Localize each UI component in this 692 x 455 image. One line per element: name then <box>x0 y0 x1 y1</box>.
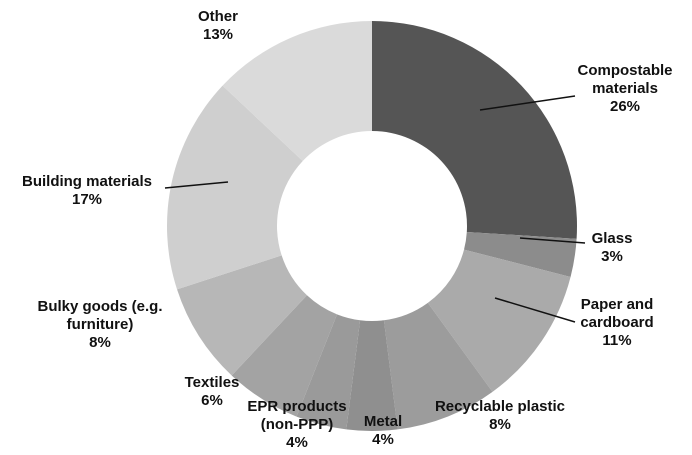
category-name: Metal <box>363 413 403 430</box>
slice-label: Glass 3% <box>572 230 652 266</box>
slice-label: Building materials 17% <box>2 173 172 209</box>
category-name: Textiles <box>184 374 240 391</box>
leader-line <box>479 95 576 111</box>
donut-slice <box>177 255 307 376</box>
value-label: 17% <box>71 191 103 208</box>
value-label: 4% <box>286 434 308 451</box>
donut-slice <box>427 249 571 392</box>
value-label: 6% <box>201 392 223 409</box>
donut-slice <box>372 21 577 239</box>
category-name: EPR products (non-PPP) <box>247 398 347 433</box>
leader-line <box>519 237 586 244</box>
slice-label: Paper and cardboard 11% <box>567 296 667 350</box>
donut-slice <box>383 302 493 430</box>
category-name: Glass <box>591 230 633 247</box>
slice-label: Metal 4% <box>353 413 413 449</box>
category-name: Other <box>197 8 238 25</box>
leader-line <box>494 297 576 323</box>
value-label: 3% <box>601 248 623 265</box>
donut-slice <box>231 295 338 417</box>
slice-label: Other 13% <box>178 8 258 44</box>
slice-label: Compostable materials 26% <box>565 62 685 116</box>
slice-label: Textiles 6% <box>172 374 252 410</box>
category-name: Building materials <box>21 173 153 190</box>
value-label: 8% <box>89 334 111 351</box>
category-name: Bulky goods (e.g. furniture) <box>37 298 163 333</box>
value-label: 26% <box>609 98 641 115</box>
value-label: 11% <box>602 332 632 349</box>
donut-slice <box>296 314 361 430</box>
category-name: Compostable materials <box>577 62 673 97</box>
donut-slice <box>222 21 372 161</box>
slice-label: Recyclable plastic 8% <box>410 398 590 434</box>
slice-label: EPR products (non-PPP) 4% <box>237 398 357 452</box>
slice-label: Bulky goods (e.g. furniture) 8% <box>30 298 170 352</box>
category-name: Paper and cardboard <box>580 296 654 331</box>
donut-slice <box>167 85 303 290</box>
value-label: 13% <box>202 26 234 43</box>
donut-slice <box>464 231 577 277</box>
category-name: Recyclable plastic <box>434 398 566 415</box>
value-label: 8% <box>489 416 511 433</box>
leader-line <box>164 181 229 189</box>
donut-slice <box>346 320 398 431</box>
value-label: 4% <box>372 431 394 448</box>
